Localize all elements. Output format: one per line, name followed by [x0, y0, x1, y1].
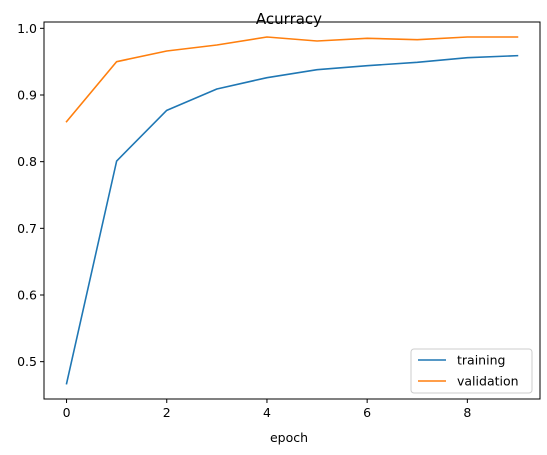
y-tick-label: 0.7 — [17, 221, 37, 236]
y-tick-label: 0.5 — [17, 354, 37, 369]
legend-label-validation: validation — [457, 374, 519, 389]
y-axis-ticks: 0.5 0.6 0.7 0.8 0.9 1.0 — [17, 21, 44, 369]
x-axis-label: epoch — [270, 430, 308, 445]
legend-label-training: training — [457, 353, 505, 368]
series-line-training — [65, 54, 519, 385]
x-tick-label: 0 — [63, 405, 71, 420]
plot-area-frame — [43, 21, 541, 400]
legend: training validation — [410, 348, 533, 394]
series-lines — [65, 36, 519, 385]
series-line-validation — [65, 36, 519, 123]
y-tick-label: 1.0 — [17, 21, 37, 36]
x-tick-label: 2 — [163, 405, 171, 420]
x-tick-label: 4 — [263, 405, 271, 420]
x-tick-label: 8 — [463, 405, 471, 420]
chart-title: Acurracy — [256, 10, 322, 28]
y-tick-label: 0.6 — [17, 288, 37, 303]
x-tick-label: 6 — [363, 405, 371, 420]
y-tick-label: 0.8 — [17, 154, 37, 169]
y-tick-label: 0.9 — [17, 88, 37, 103]
x-axis-ticks: 0 2 4 6 8 — [63, 399, 471, 420]
